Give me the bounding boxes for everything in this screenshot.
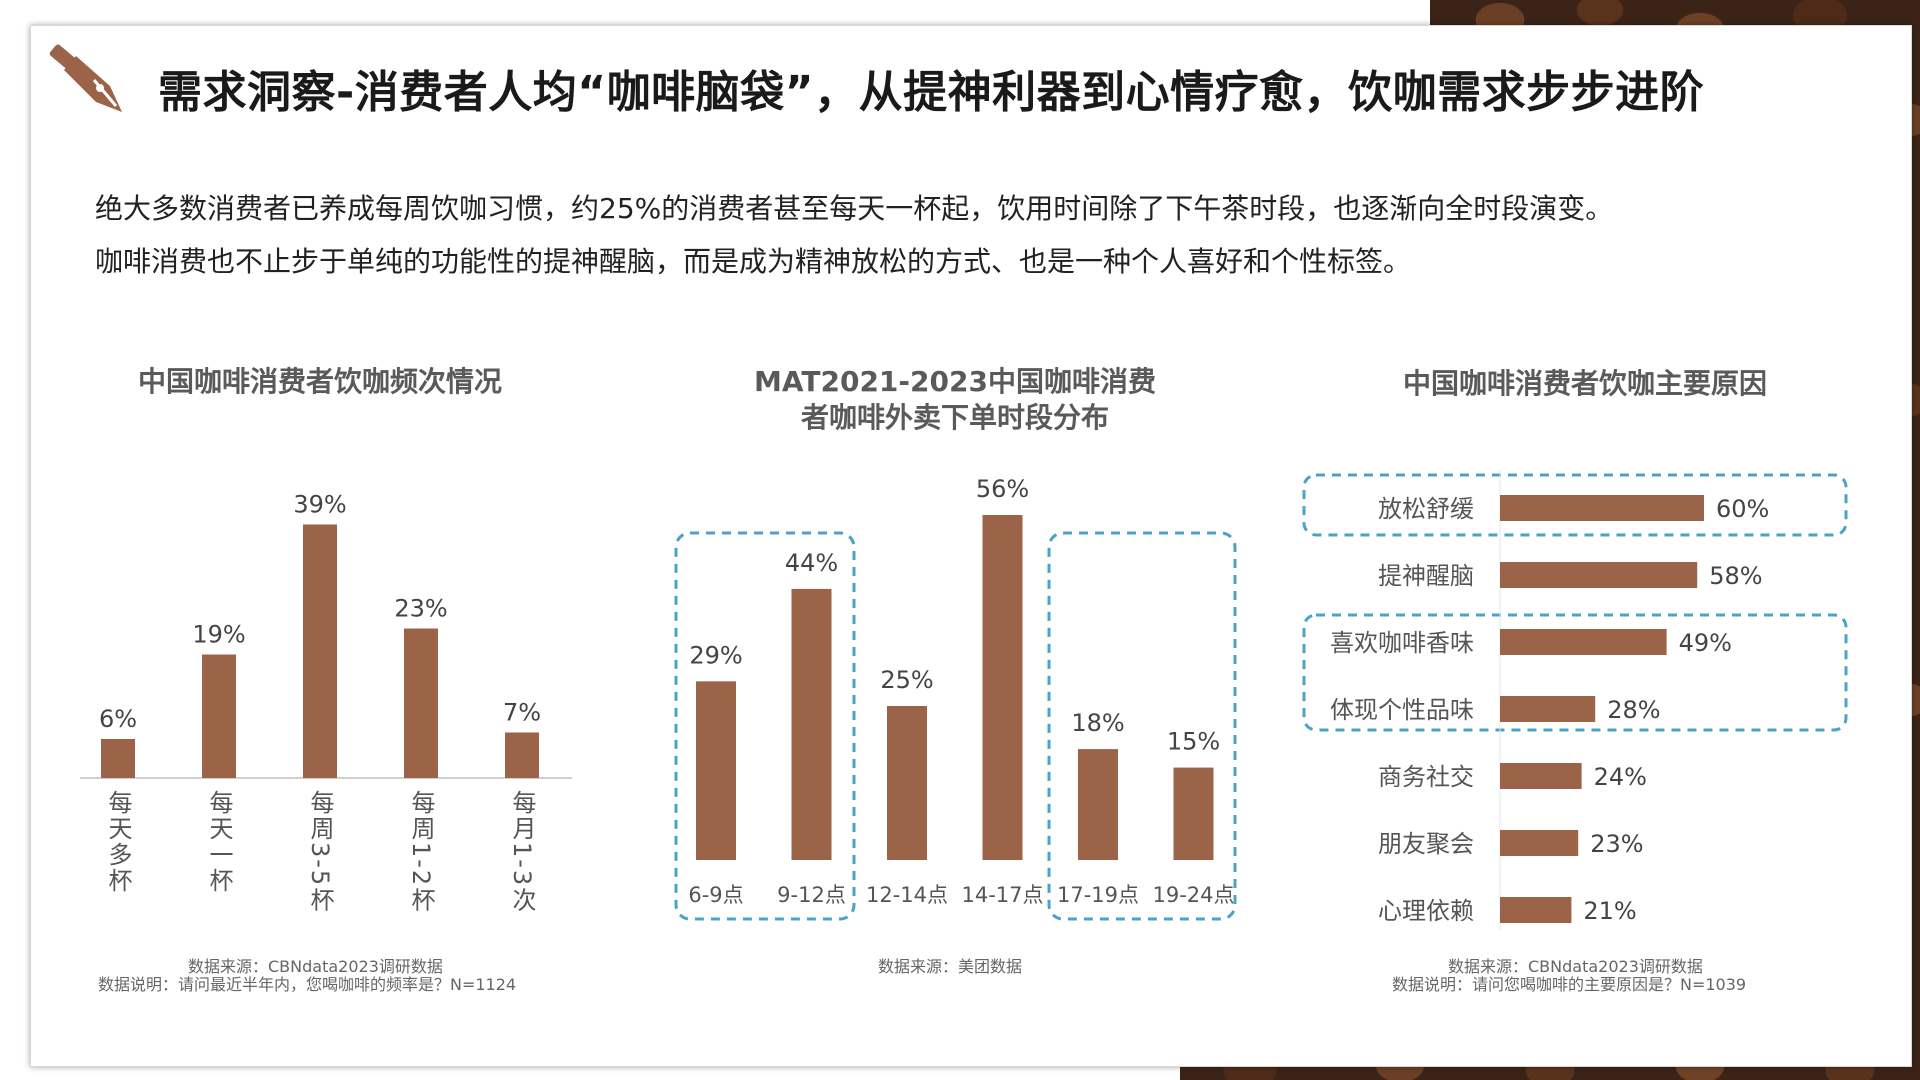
chart1-source: 数据来源：CBNdata2023调研数据 数据说明：请问最近半年内，您喝咖啡的频… [98, 958, 516, 994]
slide-card [30, 25, 1912, 1067]
summary-text: 绝大多数消费者已养成每周饮咖习惯，约25%的消费者甚至每天一杯起，饮用时间除了下… [95, 182, 1855, 288]
background-edge [0, 0, 30, 1080]
chart3-note-line: 数据说明：请问您喝咖啡的主要原因是？N=1039 [1392, 975, 1747, 994]
page-title: 需求洞察-消费者人均“咖啡脑袋”，从提神利器到心情疗愈，饮咖需求步步进阶 [158, 67, 1705, 118]
chart2-source: 数据来源：美团数据 [878, 957, 1023, 976]
summary-line: 咖啡消费也不止步于单纯的功能性的提神醒脑，而是成为精神放松的方式、也是一种个人喜… [95, 245, 1412, 278]
fountain-pen-icon [49, 44, 122, 112]
summary-line: 绝大多数消费者已养成每周饮咖习惯，约25%的消费者甚至每天一杯起，饮用时间除了下… [95, 192, 1614, 225]
background-edge [0, 0, 1430, 25]
chart2-title-line: 者咖啡外卖下单时段分布 [800, 401, 1109, 434]
chart1-source-line: 数据来源：CBNdata2023调研数据 [188, 957, 443, 976]
chart1-note-line: 数据说明：请问最近半年内，您喝咖啡的频率是？N=1124 [98, 975, 517, 994]
background-edge [0, 1065, 1180, 1080]
chart3-source-line: 数据来源：CBNdata2023调研数据 [1448, 957, 1703, 976]
chart2-title-line: MAT2021-2023中国咖啡消费 [754, 365, 1156, 398]
chart1-title: 中国咖啡消费者饮咖频次情况 [137, 365, 502, 398]
chart2-title: MAT2021-2023中国咖啡消费 者咖啡外卖下单时段分布 [700, 364, 1210, 436]
chart3-title: 中国咖啡消费者饮咖主要原因 [1402, 367, 1767, 400]
chart3-source: 数据来源：CBNdata2023调研数据 数据说明：请问您喝咖啡的主要原因是？N… [1392, 958, 1746, 994]
